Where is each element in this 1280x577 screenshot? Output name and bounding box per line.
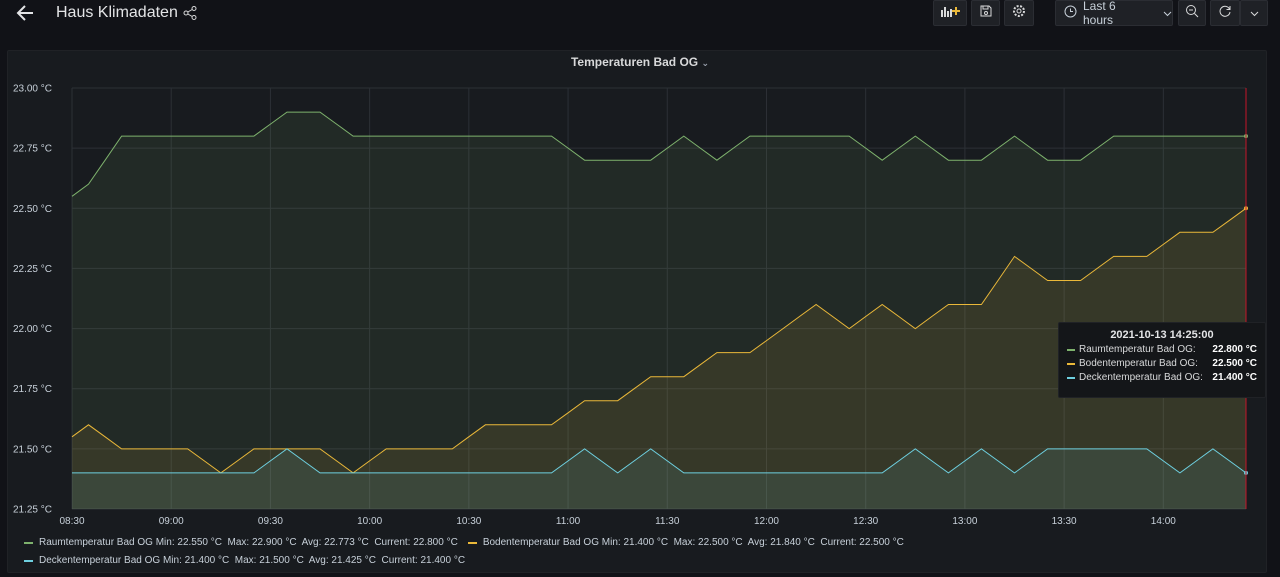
tooltip-row: Deckentemperatur Bad OG: 21.400 °C <box>1059 372 1265 383</box>
x-tick-label: 13:30 <box>1052 516 1077 527</box>
panel-title[interactable]: Temperaturen Bad OG ⌄ <box>0 55 1280 69</box>
legend-stats: Min: 21.400 °C Max: 22.500 °C Avg: 21.84… <box>601 537 904 548</box>
legend-name: Raumtemperatur Bad OG <box>39 537 153 548</box>
panel-title-text: Temperaturen Bad OG <box>570 55 699 69</box>
tooltip-series-name: Raumtemperatur Bad OG: <box>1079 344 1196 355</box>
y-tick-label: 21.75 °C <box>13 384 52 395</box>
series-areas <box>72 112 1246 510</box>
series-area <box>72 112 1246 509</box>
chevron-down-icon <box>1250 4 1259 22</box>
tooltip-row: Bodentemperatur Bad OG: 22.500 °C <box>1059 358 1265 369</box>
arrow-left-icon[interactable] <box>14 2 36 24</box>
x-tick-label: 08:30 <box>59 516 84 527</box>
legend-stats: Min: 22.550 °C Max: 22.900 °C Avg: 22.77… <box>155 537 458 548</box>
graph-panel <box>7 50 1267 573</box>
gear-icon <box>1012 4 1026 23</box>
tooltip-time: 2021-10-13 14:25:00 <box>1110 329 1214 341</box>
series-lines <box>71 111 1248 475</box>
y-tick-label: 21.50 °C <box>13 444 52 455</box>
x-tick-label: 11:30 <box>655 516 680 527</box>
legend-item-raum[interactable]: Raumtemperatur Bad OG Min: 22.550 °C Max… <box>24 537 458 548</box>
series-area <box>72 208 1246 510</box>
chevron-down-icon: ⌄ <box>701 58 710 68</box>
legend-item-boden[interactable]: Bodentemperatur Bad OG Min: 21.400 °C Ma… <box>467 537 904 548</box>
refresh-interval-dropdown[interactable] <box>1240 0 1268 26</box>
legend-swatch <box>24 559 33 562</box>
save-button[interactable] <box>971 0 1000 26</box>
share-icon[interactable] <box>182 5 198 21</box>
series-line <box>71 207 1247 474</box>
legend-name: Deckentemperatur Bad OG <box>39 555 161 566</box>
y-tick-label: 22.00 °C <box>13 324 52 335</box>
refresh-button[interactable] <box>1210 0 1240 26</box>
refresh-icon <box>1218 4 1232 23</box>
chevron-down-icon <box>1163 6 1172 20</box>
x-tick-label: 12:30 <box>853 516 878 527</box>
x-tick-label: 10:00 <box>357 516 382 527</box>
tooltip-series-value: 22.500 °C <box>1212 358 1257 369</box>
legend-name: Bodentemperatur Bad OG <box>482 537 599 548</box>
y-tick-label: 21.25 °C <box>13 505 52 516</box>
add-panel-icon <box>939 4 961 23</box>
x-tick-label: 09:00 <box>159 516 184 527</box>
clock-icon <box>1064 5 1077 21</box>
tooltip-series-value: 21.400 °C <box>1212 372 1257 383</box>
y-tick-label: 22.75 °C <box>13 144 52 155</box>
y-tick-label: 22.25 °C <box>13 264 52 275</box>
y-tick-label: 22.50 °C <box>13 204 52 215</box>
tooltip-swatch <box>1067 376 1075 379</box>
save-icon <box>979 4 993 23</box>
series-area <box>72 448 1246 509</box>
time-range-picker[interactable]: Last 6 hours <box>1055 0 1173 27</box>
legend-item-decken[interactable]: Deckentemperatur Bad OG Min: 21.400 °C M… <box>24 555 465 566</box>
x-tick-label: 10:30 <box>456 516 481 527</box>
settings-button[interactable] <box>1004 0 1034 26</box>
dashboard-title[interactable]: Haus Klimadaten <box>56 4 178 21</box>
legend-swatch <box>467 541 477 544</box>
x-tick-label: 14:00 <box>1151 516 1176 527</box>
legend-swatch <box>24 541 33 544</box>
legend-row-2: Deckentemperatur Bad OG Min: 21.400 °C M… <box>24 555 475 566</box>
series-line <box>72 448 1247 474</box>
top-bar: Haus Klimadaten Last 6 hours <box>0 0 1280 30</box>
series-line <box>71 111 1246 197</box>
hover-tooltip: 2021-10-13 14:25:00 Raumtemperatur Bad O… <box>1058 322 1266 398</box>
x-tick-label: 09:30 <box>258 516 283 527</box>
zoom-out-button[interactable] <box>1178 0 1206 26</box>
tooltip-row: Raumtemperatur Bad OG: 22.800 °C <box>1059 344 1265 355</box>
tooltip-swatch <box>1067 362 1075 365</box>
y-axis: 23.00 °C 22.75 °C 22.50 °C 22.25 °C 22.00 °C… <box>13 84 52 516</box>
time-range-label: Last 6 hours <box>1083 0 1116 27</box>
legend-row-1: Raumtemperatur Bad OG Min: 22.550 °C Max… <box>24 537 914 548</box>
x-tick-label: 12:00 <box>754 516 779 527</box>
tooltip-series-name: Bodentemperatur Bad OG: <box>1079 358 1198 369</box>
tooltip-series-value: 22.800 °C <box>1212 344 1257 355</box>
legend-stats: Min: 21.400 °C Max: 21.500 °C Avg: 21.42… <box>162 555 466 566</box>
grid <box>71 87 1246 510</box>
zoom-out-icon <box>1185 4 1199 23</box>
add-panel-button[interactable] <box>933 0 967 26</box>
x-tick-label: 11:00 <box>556 516 581 527</box>
y-tick-label: 23.00 °C <box>13 84 52 95</box>
tooltip-series-name: Deckentemperatur Bad OG: <box>1079 372 1203 383</box>
x-tick-label: 13:00 <box>952 516 977 527</box>
tooltip-swatch <box>1067 348 1075 351</box>
x-axis: 08:30 09:00 09:30 10:00 10:30 11:00 11:30 12:00… <box>59 516 1176 527</box>
